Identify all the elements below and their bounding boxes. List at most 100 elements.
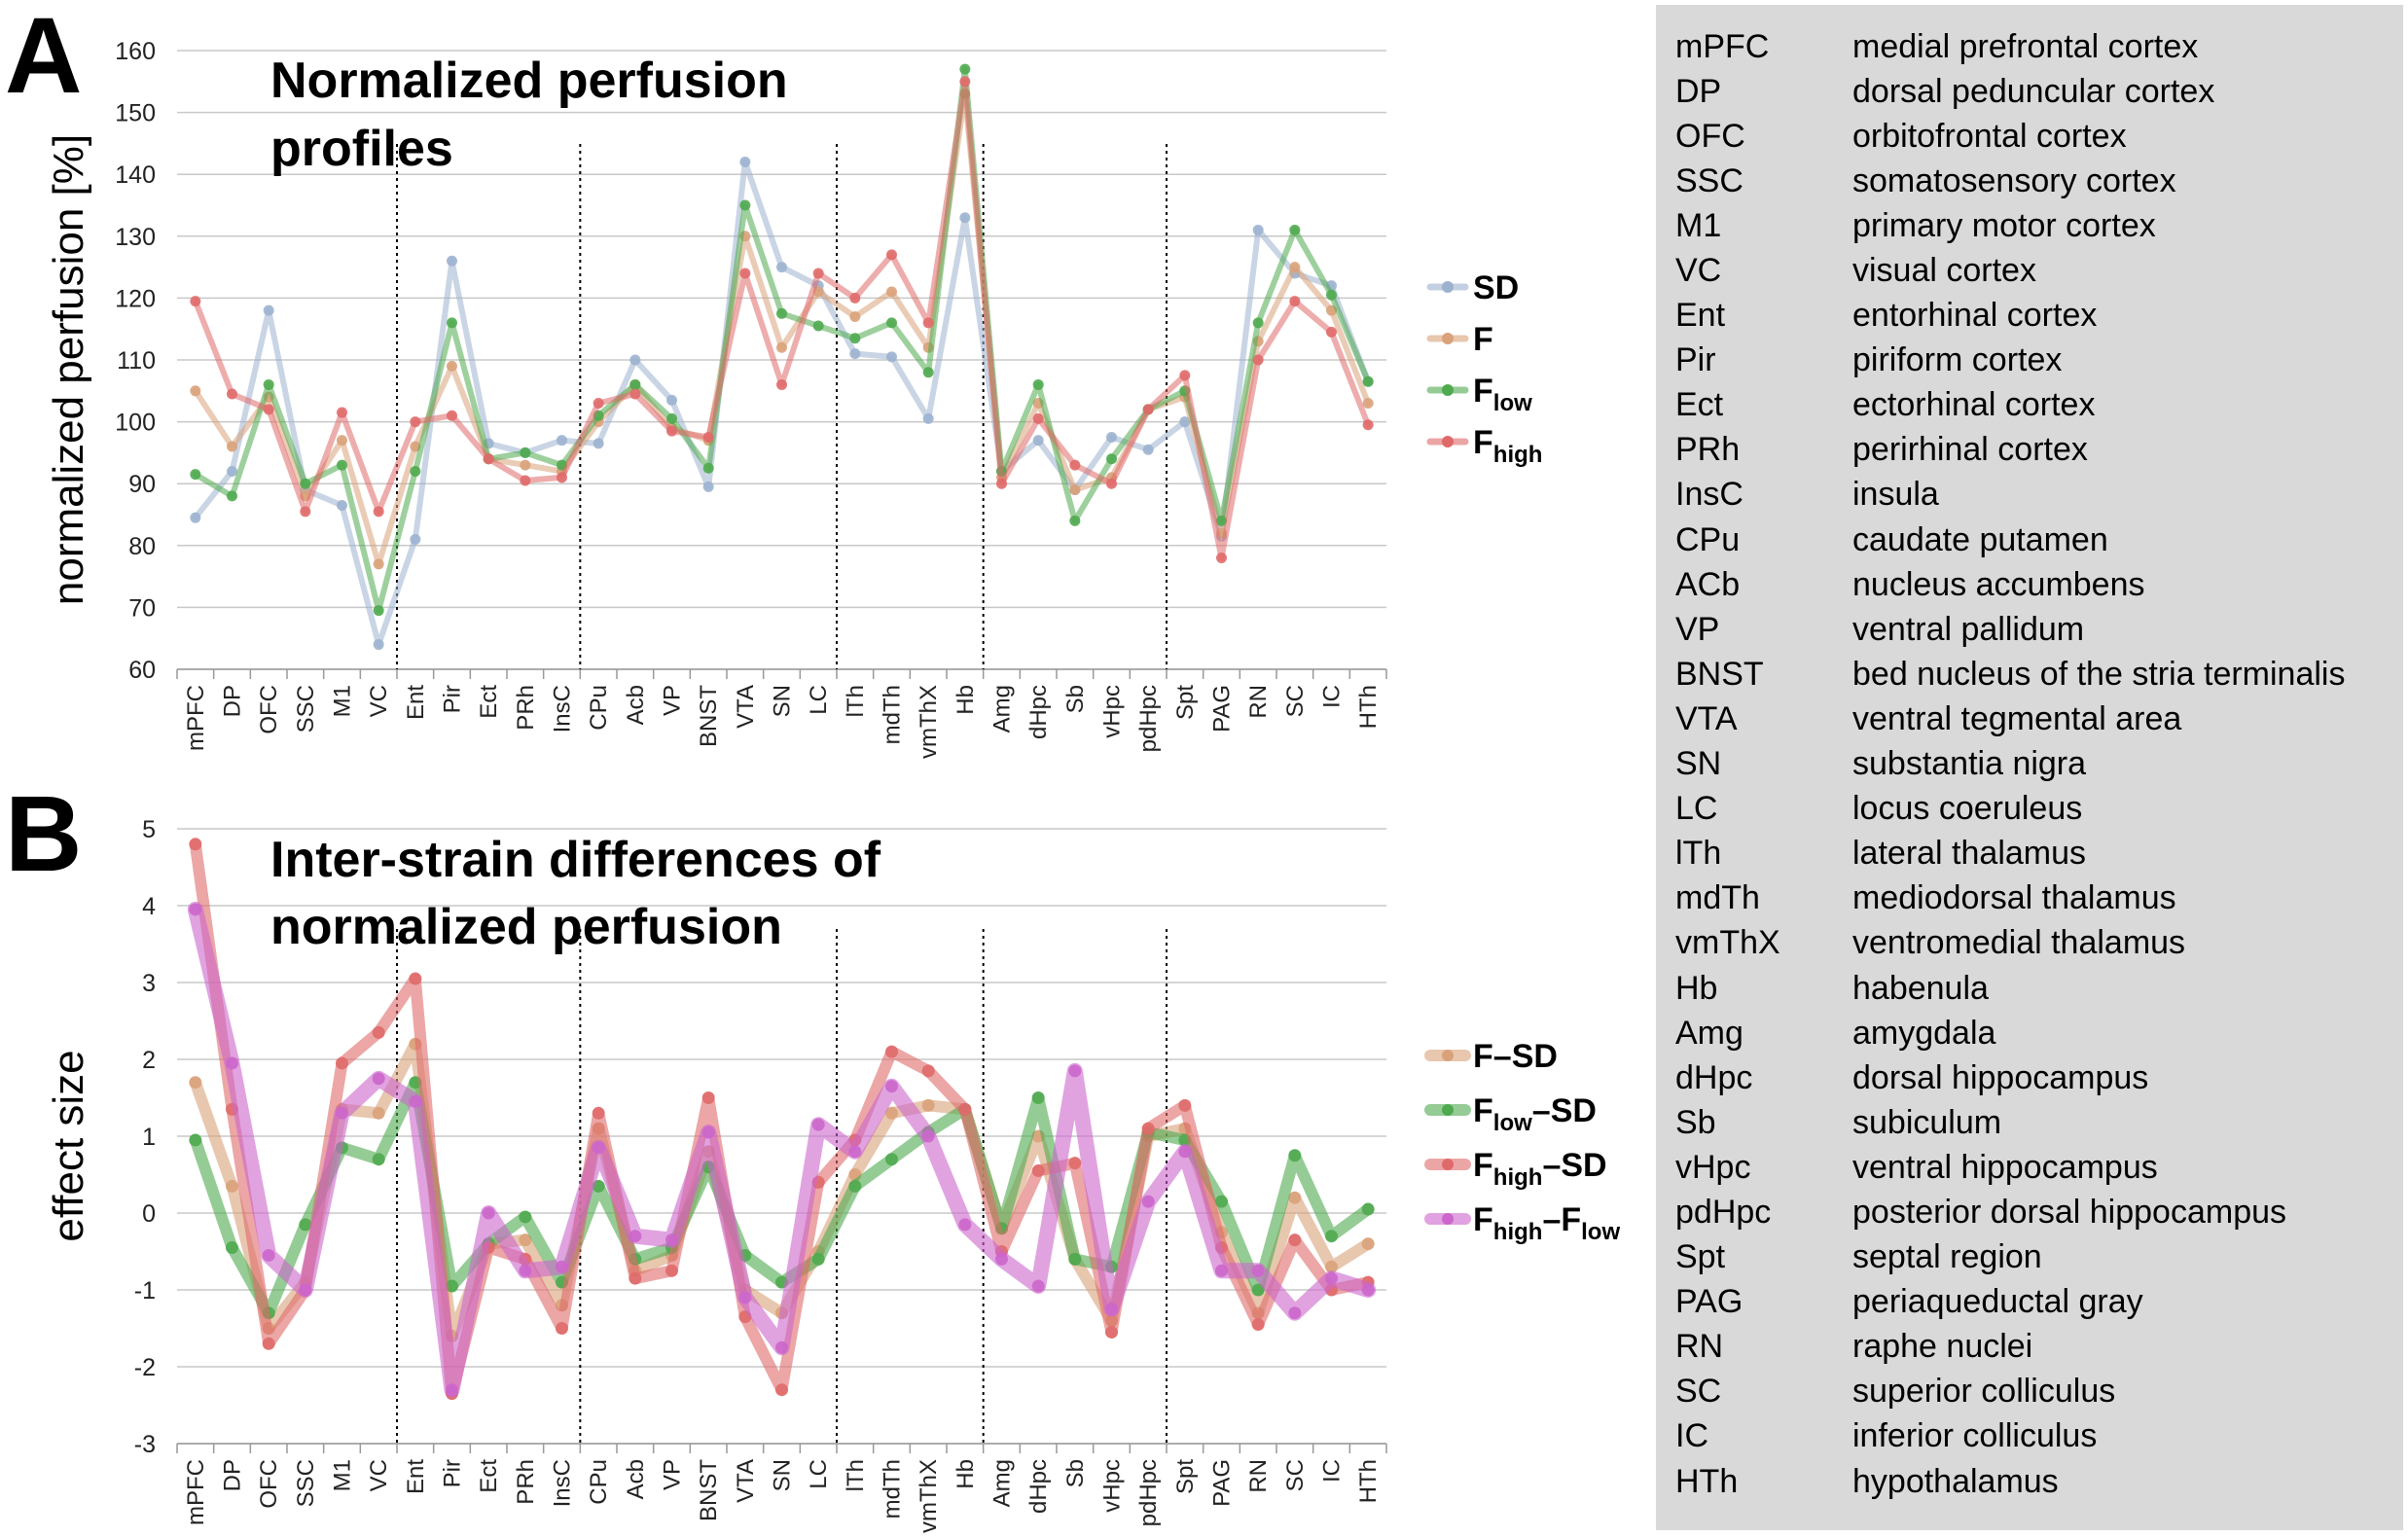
x-tick-label-vmthx: vmThX xyxy=(916,685,942,759)
data-point-fhigh-mpfc xyxy=(190,296,201,307)
abbreviation-name: primary motor cortex xyxy=(1852,206,2156,244)
y-tick-label: 0 xyxy=(142,1200,156,1228)
x-tick-label-pir: Pir xyxy=(440,1459,466,1487)
x-tick-label-pag: PAG xyxy=(1209,685,1236,733)
legend-label-fhigh-flow: Fhigh–Flow xyxy=(1473,1201,1620,1245)
abbreviation-key: IC xyxy=(1675,1417,1708,1455)
abbreviation-name: bed nucleus of the stria terminalis xyxy=(1852,655,2346,693)
data-point-fhigh-flow-ic xyxy=(1325,1271,1338,1285)
data-point-fhigh-hb xyxy=(959,76,971,88)
data-point-flow-sd-vc xyxy=(372,1153,385,1166)
data-point-flow-hth xyxy=(1362,375,1374,387)
chart-panel-a: 60 70 80 90 100 110 120 130 140 150 160 mPFC DP OFC SS… xyxy=(5,0,1542,759)
data-point-fhigh-vp xyxy=(666,425,677,437)
data-point-sd-vta xyxy=(739,156,751,167)
x-tick-label-bnst: BNST xyxy=(696,1459,722,1521)
data-point-f-sc xyxy=(1289,262,1301,273)
abbreviation-key: LC xyxy=(1675,790,1718,828)
legend-marker xyxy=(1442,1213,1454,1225)
chart-title-line: profiles xyxy=(270,121,453,177)
abbreviation-key: VTA xyxy=(1675,699,1738,737)
abbreviation-row: ACb nucleus accumbens xyxy=(1675,562,2393,607)
data-point-flow-lc xyxy=(812,320,824,332)
legend-label-f: F xyxy=(1473,321,1493,358)
data-point-fhigh-sb xyxy=(1069,459,1081,471)
data-point-sd-pdhpc xyxy=(1142,444,1154,455)
abbreviation-row: HTh hypothalamus xyxy=(1675,1459,2393,1504)
abbreviation-name: subiculum xyxy=(1852,1103,2002,1141)
x-tick-label-sc: SC xyxy=(1282,1459,1309,1491)
data-point-flow-sd-sc xyxy=(1288,1149,1302,1162)
data-point-fhigh-flow-prh xyxy=(519,1264,532,1277)
legend-label-flow-sd: Flow–SD xyxy=(1473,1092,1597,1136)
data-point-fhigh-flow-mdth xyxy=(885,1080,898,1093)
y-axis-title: effect size xyxy=(45,1050,92,1241)
data-point-f-prh xyxy=(520,459,531,471)
abbreviation-key: dHpc xyxy=(1675,1058,1753,1096)
y-tick-label: 1 xyxy=(142,1124,156,1151)
abbreviation-name: ventral hippocampus xyxy=(1852,1148,2158,1186)
abbreviation-key: ACb xyxy=(1675,565,1741,603)
data-point-fhigh-flow-dp xyxy=(226,1056,238,1070)
x-tick-label-ect: Ect xyxy=(476,1459,502,1493)
x-tick-label-vmthx: vmThX xyxy=(916,1459,942,1533)
abbreviation-row: VTA ventral tegmental area xyxy=(1675,697,2393,741)
y-tick-label: 120 xyxy=(115,285,156,312)
abbreviation-key: vmThX xyxy=(1675,924,1780,962)
data-point-sd-lth xyxy=(849,348,861,360)
legend: F–SD Flow–SD Fhigh–SD Fhigh–Flow xyxy=(1424,1038,1620,1245)
data-point-flow-bnst xyxy=(702,462,714,474)
abbreviation-name: raphe nuclei xyxy=(1852,1328,2033,1366)
abbreviation-row: mdTh mediodorsal thalamus xyxy=(1675,876,2393,921)
data-point-fhigh-spt xyxy=(1179,370,1191,381)
data-point-sd-sn xyxy=(776,262,787,273)
data-point-flow-sd-pir xyxy=(446,1279,458,1293)
x-tick-label-m1: M1 xyxy=(330,1459,356,1491)
abbreviation-key: OFC xyxy=(1675,117,1745,155)
data-point-fhigh-sd-mpfc xyxy=(189,838,202,851)
abbreviation-row: SSC somatosensory cortex xyxy=(1675,159,2393,203)
data-point-fhigh-flow-vc xyxy=(372,1072,385,1086)
abbreviation-name: insula xyxy=(1852,476,1939,514)
data-point-sd-mdth xyxy=(886,351,897,363)
y-tick-label: 4 xyxy=(142,893,156,920)
x-tick-label-sn: SN xyxy=(770,1459,796,1491)
x-tick-label-vhpc: vHpc xyxy=(1099,685,1126,738)
data-point-fhigh-dhpc xyxy=(1032,412,1044,424)
abbreviation-key: mPFC xyxy=(1675,27,1770,65)
data-point-fhigh-sd-ent xyxy=(409,972,422,985)
x-tick-label-vhpc: vHpc xyxy=(1099,1459,1126,1513)
x-tick-label-sn: SN xyxy=(770,685,796,717)
data-point-sd-rn xyxy=(1252,224,1264,235)
data-point-fhigh-flow-mpfc xyxy=(189,903,202,916)
panel-letter: A xyxy=(5,0,82,116)
data-point-fhigh-sd-vhpc xyxy=(1105,1325,1118,1339)
y-tick-label: 60 xyxy=(128,657,156,684)
data-point-flow-sd-mpfc xyxy=(189,1133,202,1147)
data-point-fhigh-flow-spt xyxy=(1178,1145,1192,1159)
data-point-fhigh-vta xyxy=(739,268,751,279)
data-point-fhigh-pag xyxy=(1216,553,1227,564)
abbreviation-key: M1 xyxy=(1675,206,1722,244)
abbreviation-name: mediodorsal thalamus xyxy=(1852,879,2176,917)
x-tick-label-vp: VP xyxy=(660,685,686,716)
data-point-flow-mdth xyxy=(886,317,897,329)
x-tick-label-prh: PRh xyxy=(513,685,539,731)
abbreviation-key: mdTh xyxy=(1675,879,1760,917)
y-tick-label: 150 xyxy=(115,100,156,127)
data-point-fhigh-sd-sc xyxy=(1288,1233,1302,1247)
legend-label-fhigh-sd: Fhigh–SD xyxy=(1473,1147,1607,1191)
data-point-fhigh-cpu xyxy=(593,398,604,410)
abbreviation-name: entorhinal cortex xyxy=(1852,297,2098,335)
abbreviation-key: Spt xyxy=(1675,1238,1726,1276)
abbreviation-row: Ent entorhinal cortex xyxy=(1675,294,2393,339)
legend-marker xyxy=(1442,1104,1454,1116)
abbreviation-row: InsC insula xyxy=(1675,473,2393,518)
legend-marker xyxy=(1442,281,1454,293)
data-point-fhigh-flow-rn xyxy=(1251,1264,1265,1277)
chart-title-line: normalized perfusion xyxy=(270,899,782,955)
abbreviation-key: Ent xyxy=(1675,297,1726,335)
x-tick-label-vta: VTA xyxy=(733,1459,759,1503)
data-point-f-sd-mpfc xyxy=(189,1076,202,1090)
abbreviation-row: VC visual cortex xyxy=(1675,248,2393,293)
